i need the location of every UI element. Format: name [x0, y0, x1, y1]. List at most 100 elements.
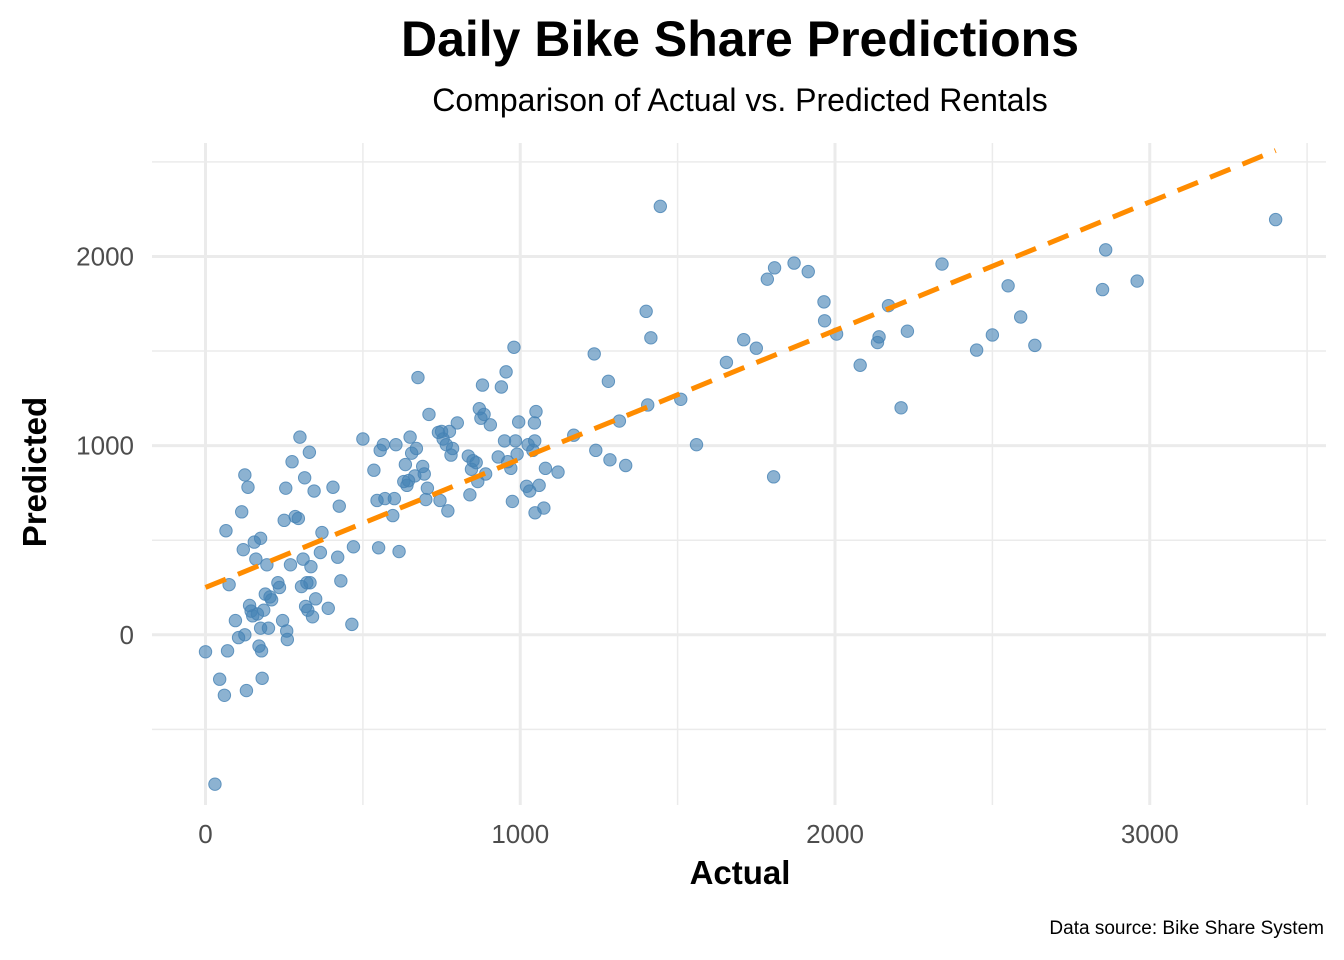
data-point — [387, 491, 402, 506]
data-point — [510, 447, 524, 461]
data-point — [787, 256, 801, 270]
data-point — [689, 437, 704, 452]
data-point — [653, 199, 668, 214]
data-point — [537, 501, 551, 515]
data-point — [528, 434, 542, 448]
data-point — [529, 404, 543, 419]
data-point — [477, 407, 491, 422]
data-point — [1268, 212, 1283, 227]
data-point — [644, 331, 658, 345]
data-point — [417, 467, 431, 481]
data-point — [241, 480, 255, 494]
data-point — [253, 531, 268, 546]
data-point — [238, 468, 252, 482]
data-point — [749, 341, 764, 355]
data-point — [315, 525, 329, 540]
data-point — [935, 257, 949, 271]
data-point — [305, 610, 320, 624]
data-point — [386, 508, 400, 523]
data-point — [254, 644, 269, 658]
data-point — [392, 544, 406, 559]
data-point — [420, 481, 435, 495]
data-point — [264, 593, 279, 607]
data-point — [817, 295, 831, 309]
data-point — [419, 492, 433, 507]
data-point — [551, 465, 565, 479]
grid-lines — [152, 143, 1326, 805]
data-point — [332, 499, 346, 513]
data-point — [603, 453, 617, 467]
data-point — [872, 330, 886, 344]
data-point — [618, 458, 633, 473]
data-point — [442, 424, 457, 439]
data-point — [505, 494, 520, 509]
data-point — [303, 576, 317, 590]
data-point — [345, 617, 359, 632]
data-point — [304, 559, 318, 574]
data-point — [969, 343, 984, 357]
data-point — [356, 432, 370, 446]
data-point — [1013, 310, 1028, 324]
data-point — [719, 355, 734, 370]
data-point — [612, 414, 627, 428]
data-point — [321, 601, 335, 615]
x-axis-title: Actual — [690, 854, 791, 891]
data-point — [219, 524, 233, 538]
data-point — [255, 671, 269, 685]
data-point — [508, 434, 523, 448]
data-point — [293, 430, 307, 444]
data-point — [801, 264, 815, 279]
data-point — [766, 470, 781, 484]
chart-title: Daily Bike Share Predictions — [400, 11, 1080, 67]
data-point — [1095, 282, 1110, 297]
x-tick-label: 2000 — [806, 819, 864, 849]
data-point — [326, 480, 340, 494]
data-point — [235, 505, 249, 519]
data-point — [511, 415, 526, 429]
data-point — [280, 632, 295, 647]
data-point — [587, 347, 601, 361]
data-point — [450, 416, 465, 430]
data-point — [236, 542, 250, 557]
data-point — [307, 484, 321, 498]
data-point — [217, 688, 232, 702]
data-point — [507, 340, 521, 354]
axis-ticks: 0 1000 2000 3000 0 1000 2000 — [76, 241, 1179, 849]
data-point — [261, 621, 276, 635]
data-point — [817, 314, 832, 328]
data-point — [639, 304, 653, 319]
data-point — [330, 550, 345, 564]
data-point — [589, 443, 603, 458]
x-tick-label: 0 — [198, 819, 212, 849]
data-point — [371, 541, 386, 555]
data-point — [279, 481, 293, 495]
data-point — [367, 463, 381, 477]
y-tick-label: 2000 — [76, 241, 134, 271]
y-tick-label: 0 — [120, 620, 134, 650]
data-point — [198, 645, 213, 659]
trend-line — [204, 148, 1277, 590]
data-point — [409, 441, 424, 456]
data-point — [767, 261, 782, 275]
data-point — [257, 603, 271, 617]
data-point — [238, 628, 252, 642]
data-point — [376, 437, 391, 452]
data-point — [1130, 274, 1144, 288]
data-point — [894, 401, 908, 415]
data-point — [228, 613, 243, 628]
data-point — [900, 324, 915, 338]
data-point — [272, 580, 287, 595]
data-point — [297, 471, 312, 485]
data-point — [469, 455, 483, 470]
data-point — [853, 358, 867, 372]
data-point — [1001, 279, 1015, 293]
x-tick-label: 3000 — [1121, 819, 1179, 849]
data-point — [208, 777, 222, 791]
data-point — [1028, 338, 1042, 353]
data-point — [422, 407, 436, 422]
y-axis-title: Predicted — [16, 397, 53, 547]
data-point — [441, 504, 455, 518]
data-point — [463, 488, 477, 502]
data-point — [760, 272, 775, 286]
